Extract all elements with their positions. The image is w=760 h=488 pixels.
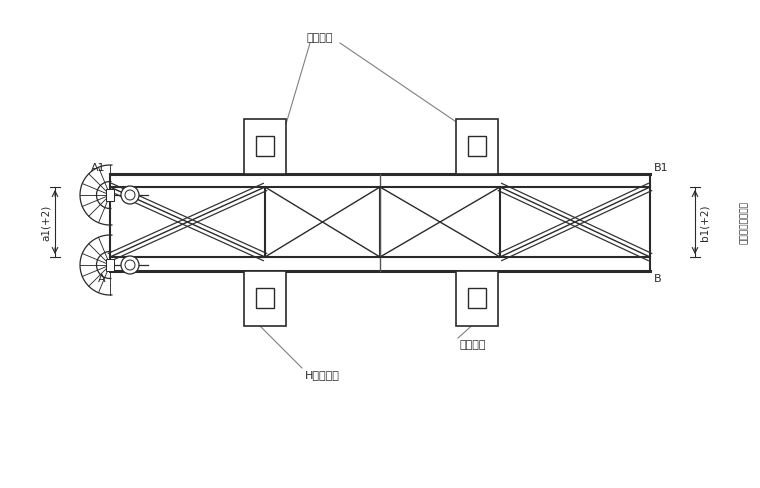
Text: 固定挡块: 固定挡块 <box>307 33 333 43</box>
Text: 固定橔子: 固定橔子 <box>460 339 486 349</box>
Bar <box>256 288 274 308</box>
Text: a1(+2): a1(+2) <box>41 204 51 241</box>
Bar <box>106 260 114 271</box>
Text: 保证销筋中心距离: 保证销筋中心距离 <box>739 201 749 244</box>
Circle shape <box>125 191 135 201</box>
Circle shape <box>121 257 139 274</box>
Text: b1(+2): b1(+2) <box>699 204 709 241</box>
Circle shape <box>125 261 135 270</box>
Text: B: B <box>654 273 662 284</box>
Bar <box>456 271 498 326</box>
Bar <box>244 271 286 326</box>
Bar <box>106 190 114 202</box>
Bar <box>456 120 498 175</box>
Text: A1: A1 <box>91 163 106 173</box>
Bar <box>244 120 286 175</box>
Text: A: A <box>98 273 106 284</box>
Bar <box>256 137 274 157</box>
Bar <box>468 288 486 308</box>
Text: H型销筌件: H型销筌件 <box>305 369 340 379</box>
Text: B1: B1 <box>654 163 669 173</box>
Bar <box>468 137 486 157</box>
Circle shape <box>121 186 139 204</box>
